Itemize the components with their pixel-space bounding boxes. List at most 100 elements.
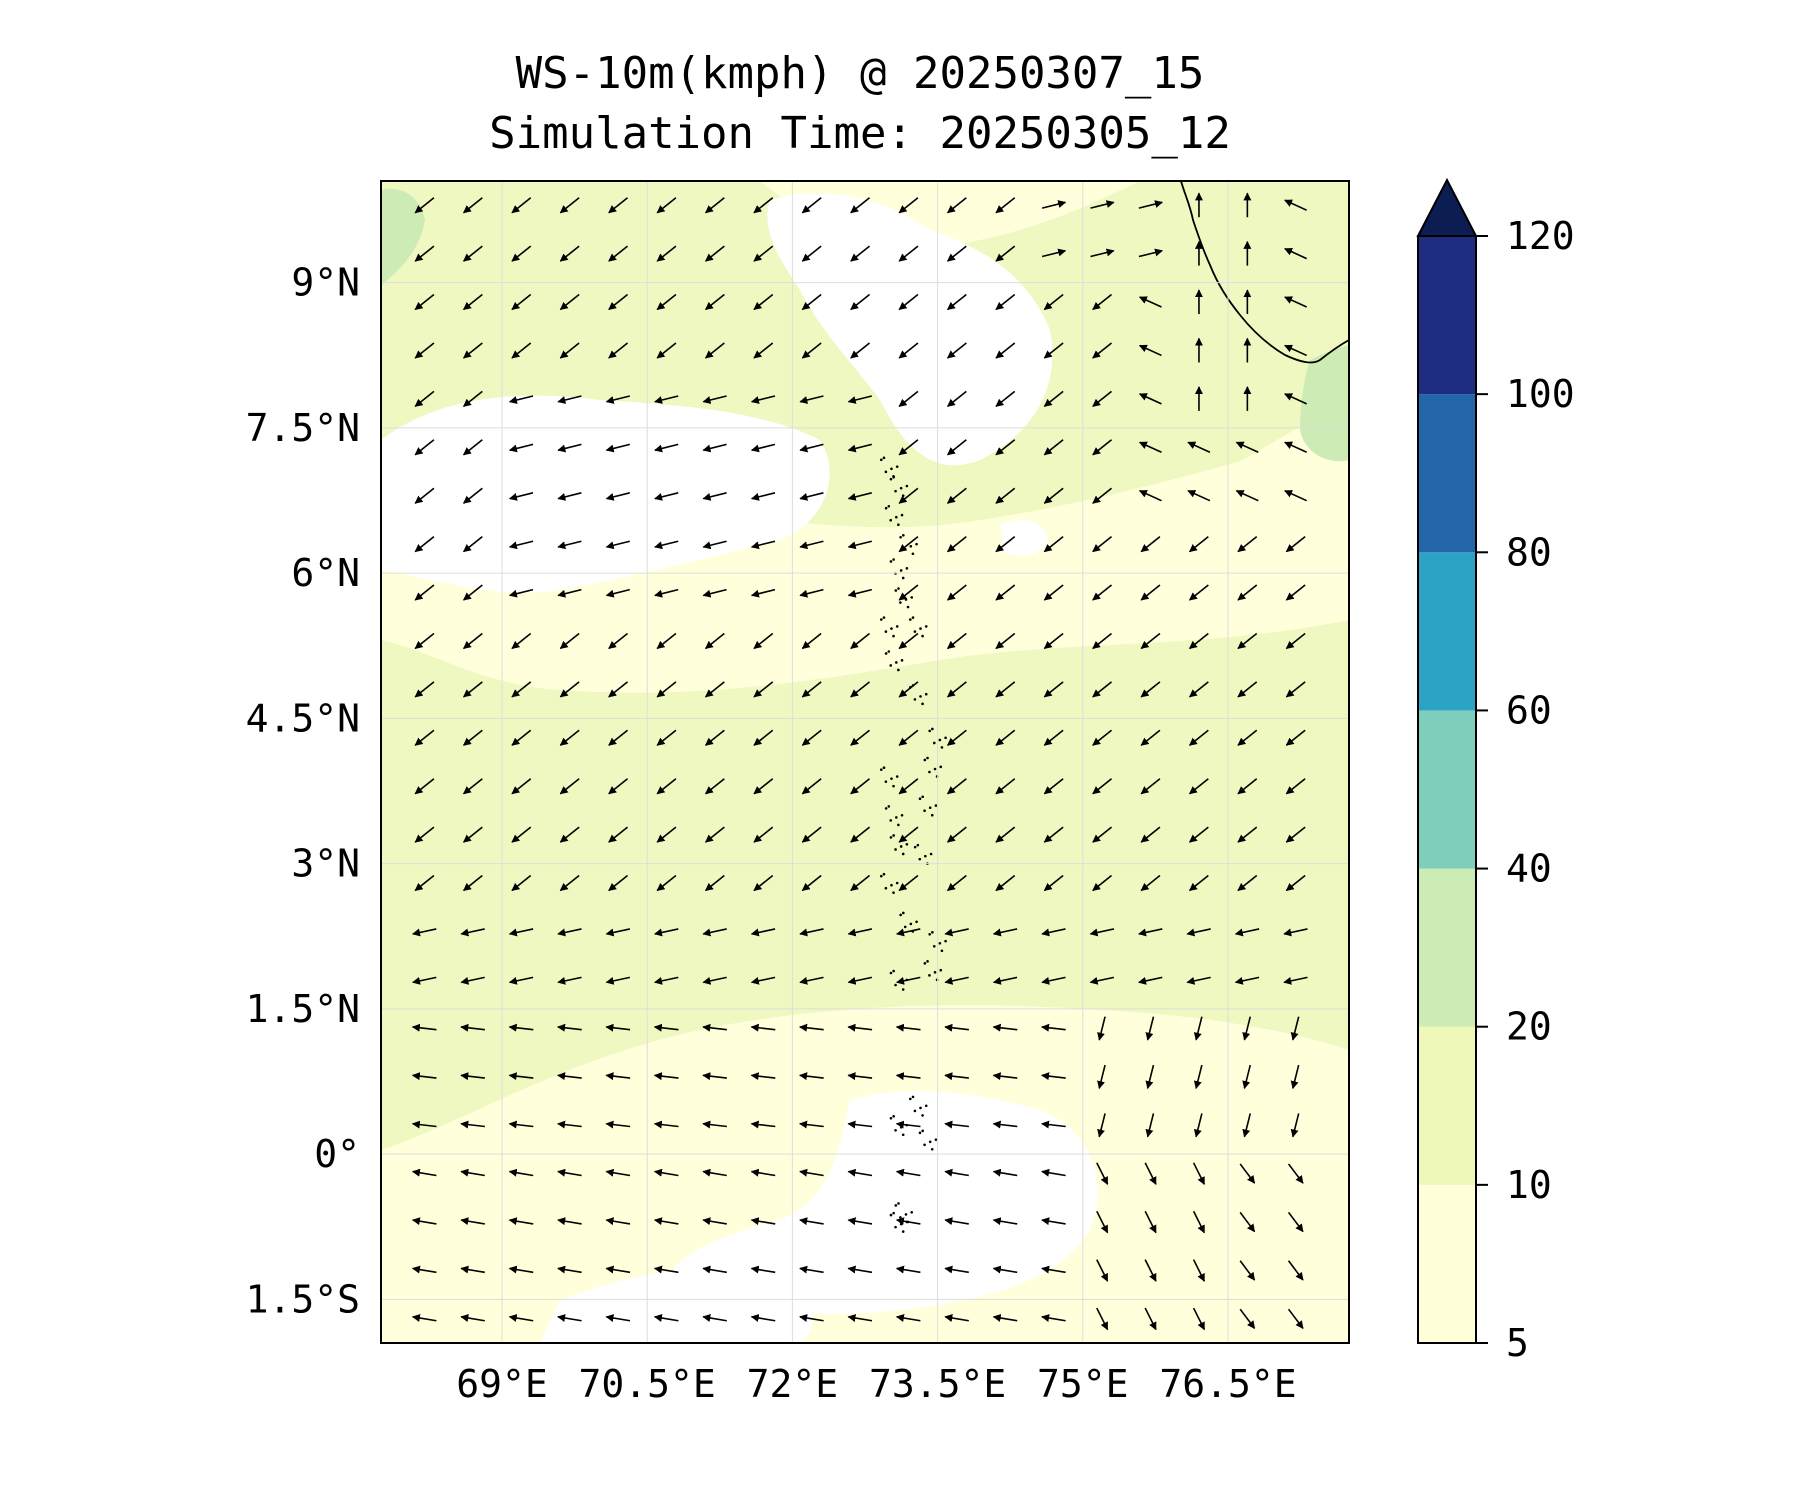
wind-vector: [850, 874, 871, 892]
wind-vector: [1089, 976, 1115, 985]
wind-vector: [750, 395, 776, 404]
wind-vector: [462, 729, 483, 746]
wind-vector: [898, 632, 919, 650]
colorbar-tick-label: 60: [1506, 688, 1552, 732]
wind-vector: [1145, 1016, 1155, 1041]
wind-vector: [1043, 874, 1064, 892]
atoll-dot: [903, 925, 907, 929]
atoll-dot: [923, 962, 927, 965]
wind-vector: [1092, 729, 1113, 746]
atoll-dot: [897, 823, 900, 827]
wind-vector: [412, 928, 437, 937]
wind-vector: [559, 293, 580, 311]
wind-vector: [750, 1314, 776, 1322]
calm-region: [671, 1091, 1098, 1314]
wind-vector: [460, 1023, 485, 1032]
wind-vector: [898, 536, 919, 553]
atoll-dot: [890, 627, 893, 630]
wind-vector: [799, 1120, 824, 1129]
wind-vector: [1188, 826, 1209, 843]
x-tick-label: 72°E: [747, 1362, 839, 1406]
wind-vector: [702, 1168, 727, 1177]
wind-vector: [895, 1023, 921, 1032]
atoll-dot: [918, 1131, 922, 1135]
colorbar-tick-label: 10: [1506, 1163, 1552, 1207]
wind-vector: [704, 874, 725, 892]
wind-vector: [1140, 681, 1161, 698]
atoll-dot: [899, 601, 902, 604]
wind-vector: [1140, 729, 1161, 746]
wind-vector: [995, 778, 1016, 795]
atoll-dot: [900, 513, 904, 517]
wind-vector: [1097, 1016, 1106, 1041]
wind-vector: [605, 1072, 631, 1081]
wind-vector: [1043, 487, 1064, 504]
wind-vector: [946, 245, 967, 262]
wind-vector: [750, 976, 776, 985]
wind-vector: [750, 1217, 776, 1226]
wind-vector: [654, 540, 679, 550]
wind-vector: [1237, 681, 1258, 698]
wind-vector: [801, 197, 822, 214]
wind-vector: [702, 1265, 727, 1274]
atoll-dot: [923, 1143, 926, 1147]
gridlines: [381, 181, 1349, 1343]
wind-vector: [511, 778, 532, 795]
wind-vector: [750, 540, 776, 550]
wind-vector: [898, 729, 919, 746]
atoll-dot: [889, 518, 893, 522]
atoll-dot: [934, 1138, 938, 1141]
wind-vector: [1043, 584, 1064, 601]
x-tick-label: 73.5°E: [869, 1362, 1006, 1406]
wind-vector: [704, 826, 725, 843]
wind-vector: [1145, 1113, 1155, 1138]
wind-vector: [995, 826, 1016, 843]
atoll-dot: [916, 843, 920, 847]
wind-vector: [511, 245, 532, 262]
atoll-dot: [894, 983, 897, 987]
moderate-speed-region: [381, 188, 425, 285]
atoll-dot: [904, 598, 908, 601]
wind-vector: [656, 826, 677, 843]
wind-vector: [850, 826, 871, 843]
wind-vector: [704, 729, 725, 746]
wind-vector: [895, 1314, 921, 1322]
wind-vector: [944, 928, 969, 937]
atoll-dot: [905, 843, 909, 846]
moderate-speed-region: [1300, 345, 1349, 462]
wind-vector: [1092, 293, 1113, 311]
atoll-dot: [928, 770, 931, 774]
wind-vector: [992, 976, 1018, 985]
wind-vector: [801, 342, 822, 359]
colorbar-band: [1418, 1184, 1476, 1343]
wind-vector: [944, 1168, 969, 1177]
colorbar-band: [1418, 394, 1476, 553]
wind-vector: [750, 1265, 776, 1274]
wind-vector: [750, 1023, 776, 1032]
wind-vector: [1144, 1210, 1157, 1234]
wind-vector: [1188, 778, 1209, 795]
wind-vector: [656, 778, 677, 795]
atoll-dot: [895, 775, 899, 778]
wind-vector: [753, 778, 774, 795]
wind-vector: [1140, 826, 1161, 843]
wind-vector: [608, 778, 629, 795]
y-tick-label: 3°N: [291, 842, 360, 886]
wind-vector: [557, 1265, 582, 1274]
atoll-dot: [899, 1222, 903, 1226]
wind-vector: [1041, 1072, 1066, 1081]
wind-vector: [847, 443, 872, 453]
atoll-dot: [889, 664, 893, 667]
wind-vector: [702, 1072, 727, 1081]
wind-vector: [995, 632, 1016, 650]
wind-vector: [654, 492, 679, 501]
wind-vector: [895, 1217, 921, 1226]
wind-vector: [608, 342, 629, 359]
atoll-dot: [932, 944, 936, 948]
wind-vector: [414, 729, 435, 746]
wind-vector: [992, 1217, 1018, 1226]
wind-vector: [946, 826, 967, 843]
atoll-dot: [894, 489, 897, 493]
wind-vector: [992, 1168, 1018, 1177]
colorbar-tick-label: 100: [1506, 372, 1575, 416]
